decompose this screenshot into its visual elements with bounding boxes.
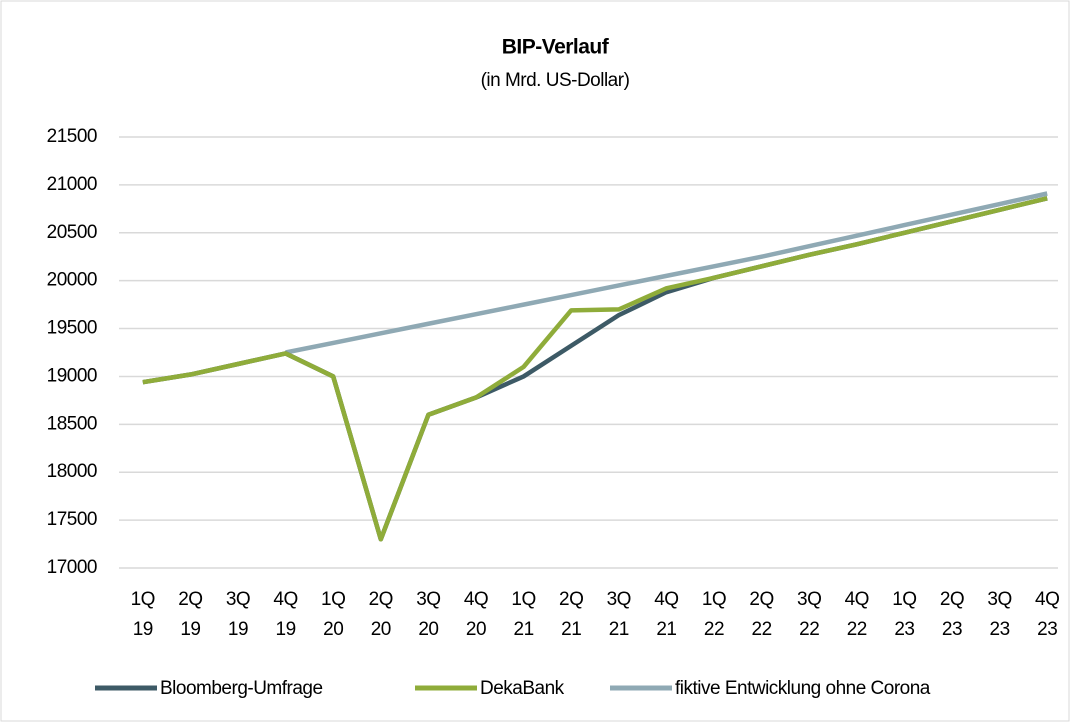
legend-label: DekaBank <box>480 678 565 699</box>
x-tick-label: 2Q 20 <box>369 589 393 640</box>
x-tick-label: 4Q 21 <box>654 589 678 640</box>
x-tick-label: 3Q 22 <box>797 589 821 640</box>
x-tick-label: 1Q 19 <box>131 589 155 640</box>
chart-subtitle: (in Mrd. US-Dollar) <box>481 70 630 91</box>
y-tick-label: 19500 <box>47 318 97 339</box>
chart-title: BIP-Verlauf <box>502 36 610 59</box>
x-tick-label: 4Q 20 <box>464 589 488 640</box>
x-tick-label: 2Q 21 <box>559 589 583 640</box>
x-tick-label: 4Q 23 <box>1035 589 1059 640</box>
x-tick-label: 3Q 21 <box>607 589 631 640</box>
x-tick-label: 4Q 19 <box>273 589 297 640</box>
x-tick-label: 2Q 23 <box>940 589 964 640</box>
x-tick-label: 4Q 22 <box>845 589 869 640</box>
x-tick-label: 3Q 19 <box>226 589 250 640</box>
y-tick-label: 17500 <box>47 509 97 530</box>
x-tick-label: 1Q 20 <box>321 589 345 640</box>
legend-label: Bloomberg-Umfrage <box>160 678 323 699</box>
y-tick-label: 18000 <box>47 461 97 482</box>
line <box>142 196 1048 542</box>
x-tick-label: 1Q 22 <box>702 589 726 640</box>
x-tick-label: 3Q 20 <box>416 589 440 640</box>
line <box>285 191 1048 355</box>
y-tick-label: 19000 <box>47 365 97 386</box>
y-tick-label: 20000 <box>47 270 97 291</box>
x-tick-label: 1Q 21 <box>511 589 535 640</box>
x-tick-label: 2Q 19 <box>178 589 202 640</box>
x-tick-label: 1Q 23 <box>892 589 916 640</box>
y-tick-label: 18500 <box>47 413 97 434</box>
y-tick-label: 21000 <box>47 174 97 195</box>
x-tick-label: 3Q 23 <box>987 589 1011 640</box>
y-tick-label: 17000 <box>47 557 97 578</box>
legend-label: fiktive Entwicklung ohne Corona <box>675 678 931 699</box>
y-tick-label: 20500 <box>47 222 97 243</box>
x-tick-label: 2Q 22 <box>749 589 773 640</box>
y-tick-label: 21500 <box>47 126 97 147</box>
